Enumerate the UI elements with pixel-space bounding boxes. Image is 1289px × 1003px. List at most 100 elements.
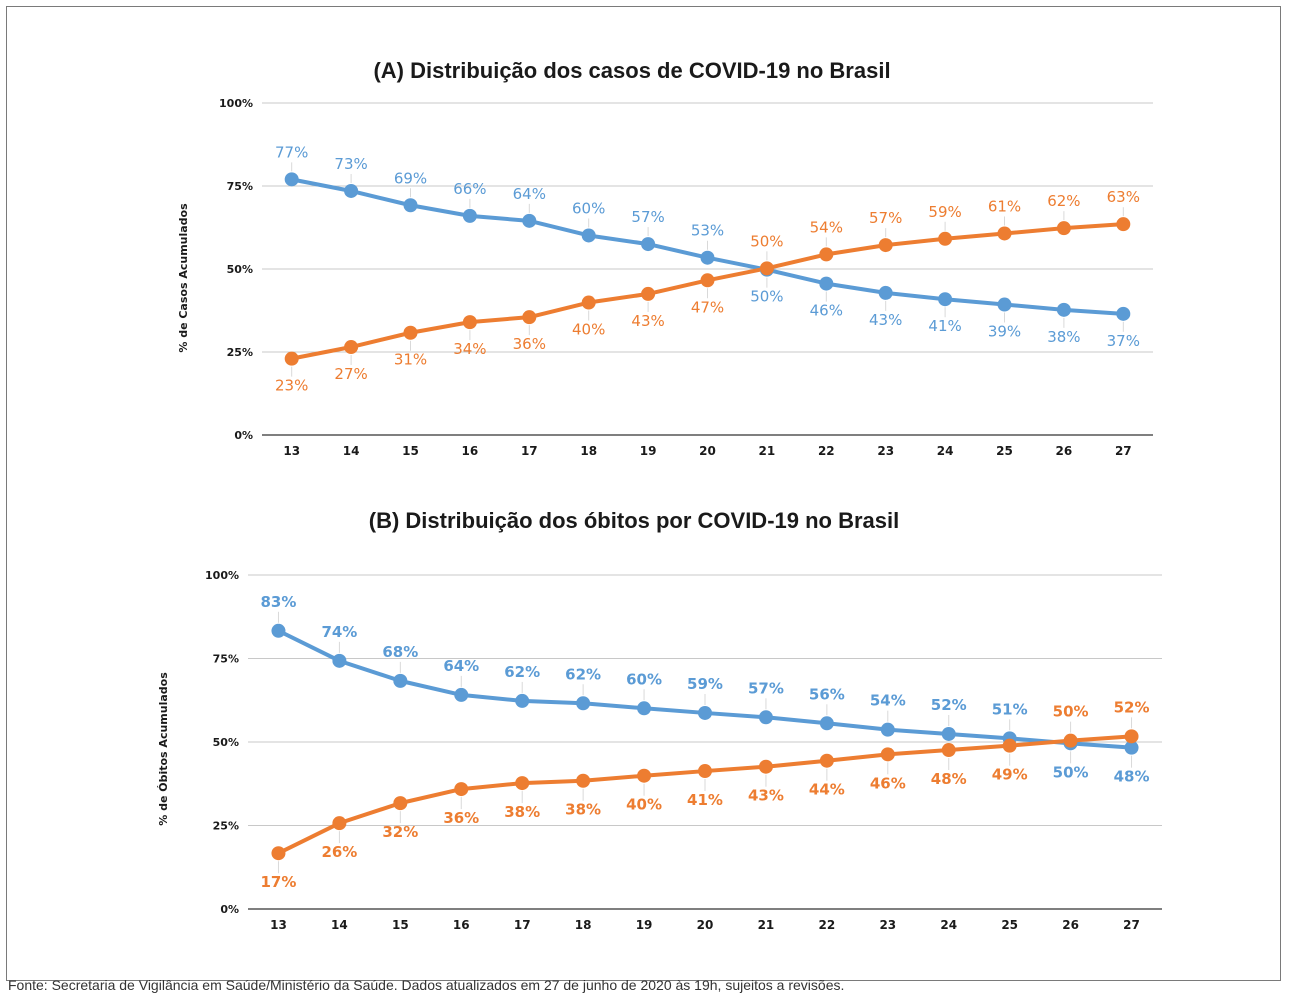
data-point — [758, 710, 773, 725]
x-tick-label: 22 — [819, 918, 836, 932]
data-label: 66% — [453, 180, 486, 198]
data-point — [403, 198, 418, 213]
data-label: 43% — [748, 787, 784, 805]
data-point — [1002, 738, 1017, 753]
data-point — [515, 693, 530, 708]
data-label: 38% — [565, 801, 601, 819]
data-label: 39% — [988, 323, 1021, 341]
x-tick-label: 21 — [759, 444, 776, 458]
data-label: 60% — [572, 199, 605, 217]
data-label: 40% — [626, 796, 662, 814]
x-tick-label: 25 — [996, 444, 1013, 458]
chart-a-title: (A) Distribuição dos casos de COVID-19 n… — [373, 58, 890, 83]
chart-a-ylabel: % de Casos Acumulados — [177, 203, 190, 353]
y-tick-label: 0% — [220, 903, 239, 916]
data-label: 27% — [334, 365, 367, 383]
data-label: 26% — [321, 843, 357, 861]
data-label: 40% — [572, 321, 605, 339]
data-point — [759, 261, 774, 276]
data-label: 52% — [931, 696, 967, 714]
data-point — [1124, 740, 1139, 755]
x-tick-label: 25 — [1001, 918, 1018, 932]
chart-b-title: (B) Distribuição dos óbitos por COVID-19… — [369, 508, 900, 533]
data-point — [454, 687, 469, 702]
data-point — [637, 701, 652, 716]
data-point — [1056, 302, 1071, 317]
data-label: 32% — [382, 823, 418, 841]
data-label: 50% — [750, 288, 783, 306]
data-point — [454, 782, 469, 797]
chart-a-casos: (A) Distribuição dos casos de COVID-19 n… — [177, 58, 1153, 458]
data-point — [462, 208, 477, 223]
data-label: 41% — [928, 317, 961, 335]
data-point — [462, 315, 477, 330]
data-point — [938, 292, 953, 307]
data-point — [284, 351, 299, 366]
data-label: 41% — [687, 791, 723, 809]
data-point — [880, 747, 895, 762]
data-point — [344, 183, 359, 198]
data-label: 62% — [565, 665, 601, 683]
data-point — [819, 716, 834, 731]
data-point — [641, 286, 656, 301]
data-point — [700, 273, 715, 288]
data-label: 43% — [631, 312, 664, 330]
data-point — [878, 285, 893, 300]
x-tick-label: 19 — [636, 918, 653, 932]
x-tick-label: 27 — [1115, 444, 1132, 458]
data-point — [819, 276, 834, 291]
data-label: 61% — [988, 197, 1021, 215]
x-tick-label: 18 — [575, 918, 592, 932]
data-point — [393, 673, 408, 688]
x-tick-label: 17 — [514, 918, 531, 932]
data-label: 48% — [931, 770, 967, 788]
y-tick-label: 0% — [234, 429, 253, 442]
data-point — [700, 250, 715, 265]
x-tick-label: 15 — [402, 444, 419, 458]
data-label: 52% — [1114, 698, 1150, 716]
x-tick-label: 24 — [937, 444, 954, 458]
source-note: Fonte: Secretaria de Vigilância em Saúde… — [8, 977, 845, 993]
data-label: 63% — [1107, 188, 1140, 206]
data-point — [698, 705, 712, 720]
data-point — [271, 623, 286, 638]
data-label: 60% — [626, 670, 662, 688]
data-label: 54% — [870, 692, 906, 710]
data-point — [1056, 221, 1071, 236]
data-label: 38% — [1047, 328, 1080, 346]
data-point — [344, 340, 359, 355]
x-tick-label: 26 — [1062, 918, 1079, 932]
data-point — [581, 295, 596, 310]
x-tick-label: 18 — [580, 444, 597, 458]
x-tick-label: 17 — [521, 444, 538, 458]
data-label: 50% — [750, 232, 783, 250]
y-tick-label: 25% — [213, 820, 239, 833]
x-tick-label: 23 — [877, 444, 894, 458]
chart-b-obitos: (B) Distribuição dos óbitos por COVID-19… — [157, 508, 1162, 932]
x-tick-label: 15 — [392, 918, 409, 932]
data-point — [878, 238, 893, 253]
data-label: 50% — [1053, 763, 1089, 781]
data-point — [637, 768, 652, 783]
data-point — [522, 310, 537, 325]
data-label: 57% — [631, 208, 664, 226]
x-tick-label: 20 — [699, 444, 716, 458]
figure-frame — [6, 6, 1281, 981]
data-label: 57% — [748, 679, 784, 697]
chart-b-ylabel: % de Óbitos Acumulados — [157, 672, 170, 826]
x-tick-label: 20 — [697, 918, 714, 932]
data-label: 17% — [261, 873, 297, 891]
data-label: 83% — [261, 593, 297, 611]
data-point — [997, 297, 1012, 312]
data-point — [698, 764, 712, 779]
data-label: 54% — [810, 218, 843, 236]
data-label: 37% — [1107, 332, 1140, 350]
data-point — [332, 653, 347, 668]
x-tick-label: 24 — [940, 918, 957, 932]
data-label: 47% — [691, 298, 724, 316]
data-point — [941, 726, 956, 741]
data-label: 62% — [1047, 192, 1080, 210]
data-label: 38% — [504, 803, 540, 821]
data-label: 51% — [992, 700, 1028, 718]
y-tick-label: 100% — [219, 97, 253, 110]
